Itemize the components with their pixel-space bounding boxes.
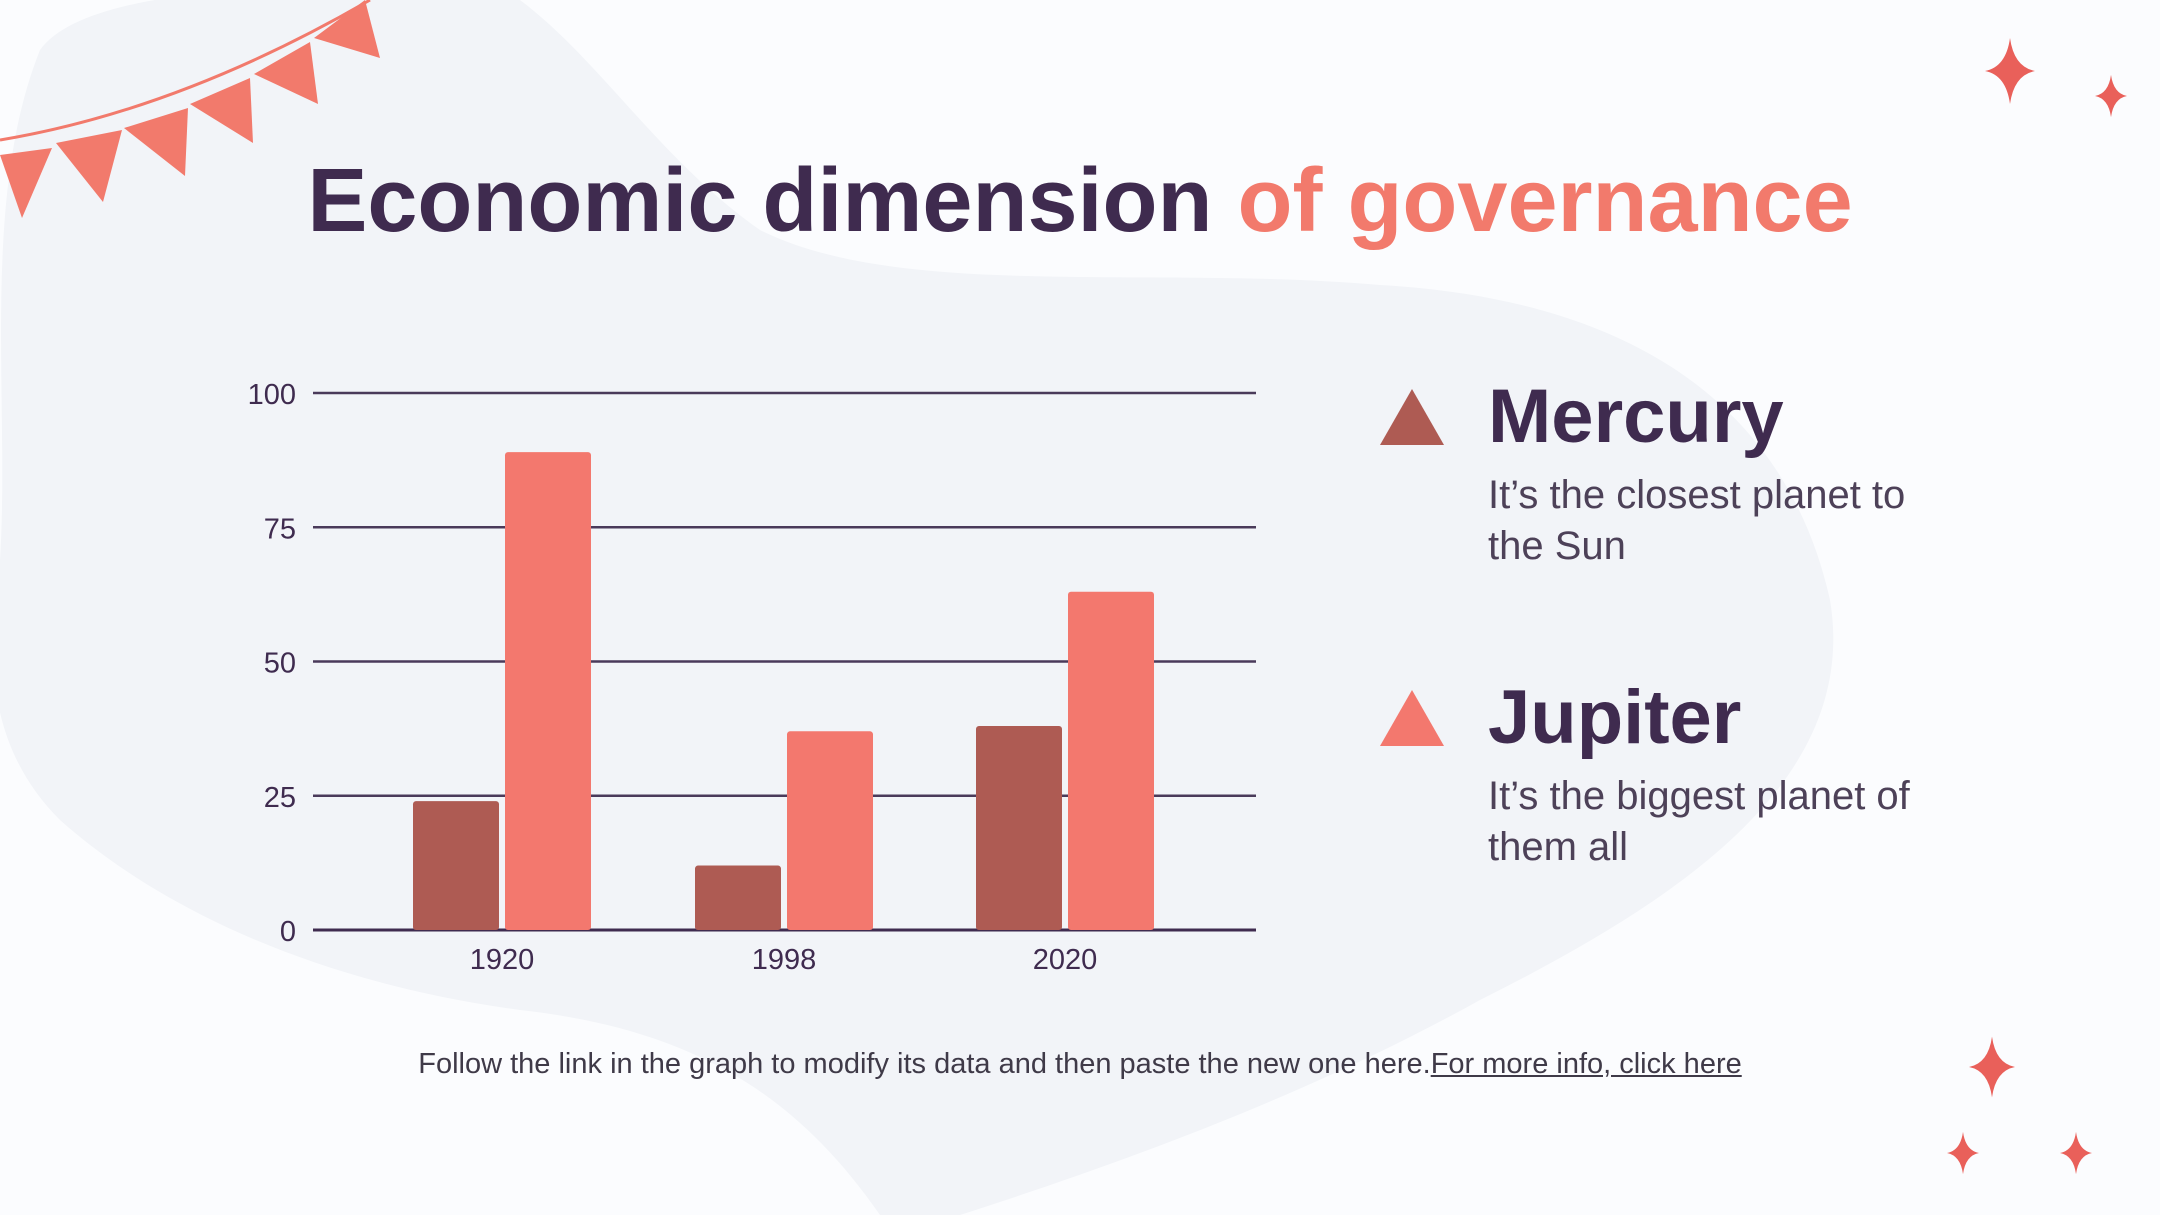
sparkle-icon <box>2095 74 2127 118</box>
x-tick-label: 1998 <box>752 944 817 976</box>
x-tick-label: 1920 <box>470 944 535 976</box>
bunting-decoration <box>0 0 380 218</box>
footer-text: Follow the link in the graph to modify i… <box>418 1048 1431 1080</box>
y-tick-label: 25 <box>264 782 296 814</box>
sparkle-icon <box>1985 38 2035 104</box>
triangle-icon <box>1380 690 1444 746</box>
sparkle-icon <box>1947 1131 1979 1175</box>
bar-mercury-2020 <box>976 725 1062 930</box>
more-info-link[interactable]: For more info, click here <box>1430 1048 1742 1080</box>
footer-note: Follow the link in the graph to modify i… <box>0 1048 2160 1081</box>
y-tick-label: 0 <box>280 916 296 948</box>
title-part-accent: of governance <box>1237 151 1853 251</box>
legend-description: It’s the biggest planet of them all <box>1488 774 1910 869</box>
bar-jupiter-2020 <box>1068 591 1154 930</box>
sparkle-icon <box>1969 1036 2015 1098</box>
bar-jupiter-1998 <box>787 731 873 930</box>
sparkle-icon <box>2060 1131 2092 1175</box>
slide-title: Economic dimension of governance <box>0 152 2160 251</box>
title-part-dark: Economic dimension <box>307 151 1213 251</box>
triangle-icon <box>1380 389 1444 445</box>
x-tick-label: 2020 <box>1033 944 1098 976</box>
y-tick-label: 75 <box>264 513 296 545</box>
y-tick-label: 100 <box>248 379 296 411</box>
legend-description: It’s the closest planet to the Sun <box>1488 473 1906 568</box>
legend-name: Jupiter <box>1488 675 1742 760</box>
bar-mercury-1920 <box>413 801 499 930</box>
y-tick-label: 50 <box>264 648 296 680</box>
bar-mercury-1998 <box>695 865 781 930</box>
bar-jupiter-1920 <box>505 452 591 930</box>
legend-name: Mercury <box>1488 374 1784 459</box>
